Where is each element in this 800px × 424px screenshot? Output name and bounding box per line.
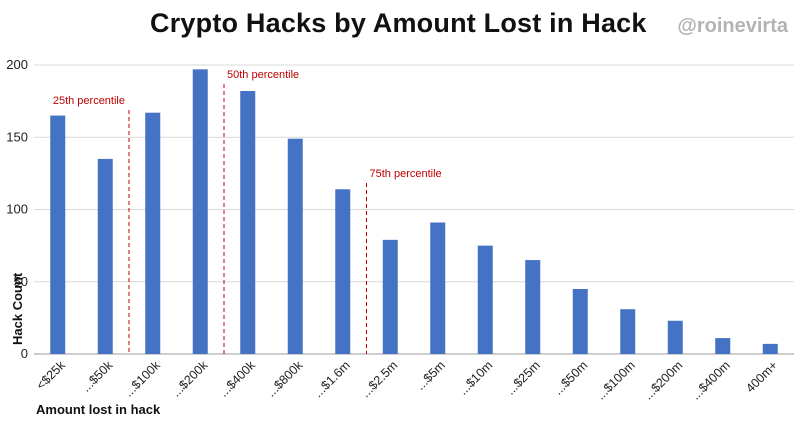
y-tick-label: 0 (21, 346, 28, 361)
x-tick-label: ...$50m (551, 358, 590, 397)
y-tick-label: 50 (14, 274, 28, 289)
y-tick-label: 100 (6, 202, 28, 217)
x-tick-label: ...$200m (641, 358, 685, 402)
y-axis-ticks: 0 50 100 150 200 (6, 57, 28, 361)
percentile-label: 50th percentile (227, 69, 299, 81)
y-tick-label: 200 (6, 57, 28, 72)
x-tick-label: ...$2.5m (359, 358, 401, 400)
x-tick-label: ...$100k (122, 358, 164, 400)
bar (430, 222, 446, 354)
bar (620, 309, 636, 354)
percentile-markers: 25th percentile 50th percentile 75th perce… (53, 69, 442, 354)
x-tick-label: ...$25m (503, 358, 542, 397)
y-axis-label: Hack Count (10, 272, 25, 345)
bar (335, 189, 351, 354)
bar (572, 288, 588, 354)
gridlines (34, 64, 794, 355)
x-tick-label: ...$200k (169, 358, 211, 400)
bar (97, 158, 113, 354)
x-tick-label: ...$400m (689, 358, 733, 402)
bar (715, 338, 731, 354)
author-watermark: @roinevirta (677, 15, 788, 37)
x-tick-label: 400m+ (743, 358, 780, 395)
percentile-label: 25th percentile (53, 95, 125, 107)
bar (192, 69, 208, 355)
bar (382, 239, 398, 354)
bar (240, 91, 256, 354)
percentile-label: 75th percentile (370, 168, 442, 180)
chart-title: Crypto Hacks by Amount Lost in Hack (150, 8, 647, 38)
x-tick-label: ...$5m (413, 358, 447, 392)
x-tick-label: ...$50k (79, 358, 116, 395)
bar (50, 115, 66, 354)
bar (525, 260, 541, 354)
x-axis-label: Amount lost in hack (36, 402, 161, 417)
x-tick-label: ...$800k (264, 358, 306, 400)
x-tick-label: ...$400k (217, 358, 259, 400)
y-tick-label: 150 (6, 129, 28, 144)
bar (477, 245, 493, 354)
x-tick-label: <$25k (34, 358, 69, 393)
x-tick-label: ...$1.6m (311, 358, 353, 400)
bar (287, 138, 303, 354)
x-tick-label: ...$100m (594, 358, 638, 402)
bars (50, 69, 778, 355)
bar (145, 112, 161, 354)
bar (762, 343, 778, 354)
x-tick-label: ...$10m (456, 358, 495, 397)
bar (667, 320, 683, 354)
x-axis-ticks: <$25k ...$50k ...$100k ...$200k ...$400k ...$… (34, 358, 781, 403)
